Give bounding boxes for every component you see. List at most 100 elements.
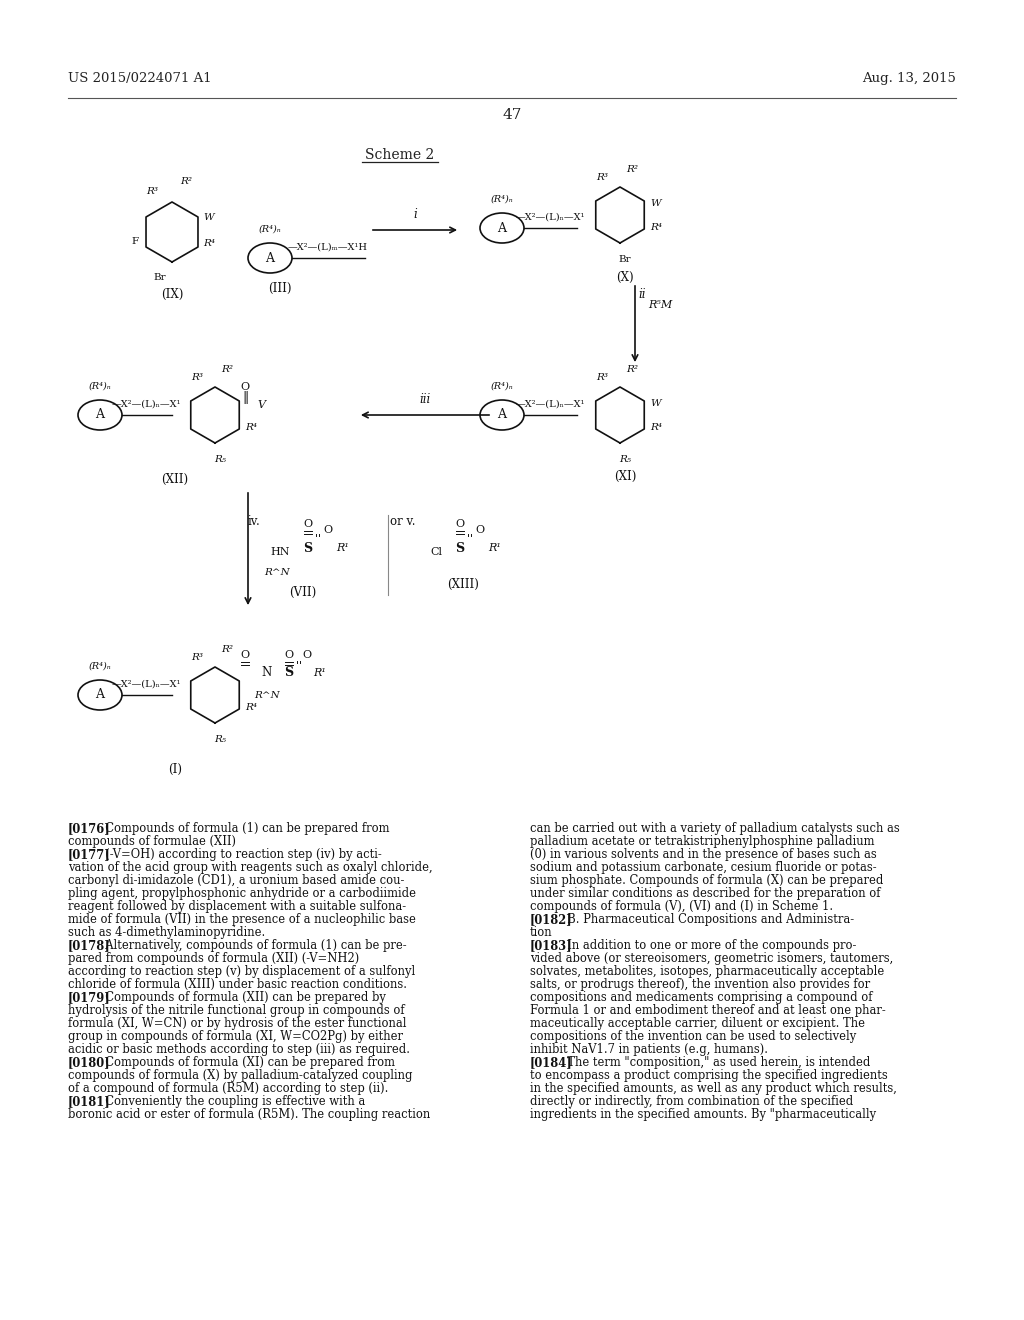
Text: group in compounds of formula (XI, W=CO2Pg) by either: group in compounds of formula (XI, W=CO2… [68, 1030, 403, 1043]
Text: A: A [265, 252, 274, 264]
Text: tion: tion [530, 927, 553, 939]
Text: [0176]: [0176] [68, 822, 111, 836]
Text: reagent followed by displacement with a suitable sulfona-: reagent followed by displacement with a … [68, 900, 407, 913]
Text: A: A [498, 408, 507, 421]
Text: V: V [257, 400, 265, 411]
Text: inhibit NaV1.7 in patients (e.g, humans).: inhibit NaV1.7 in patients (e.g, humans)… [530, 1043, 768, 1056]
Text: chloride of formula (XIII) under basic reaction conditions.: chloride of formula (XIII) under basic r… [68, 978, 407, 991]
Text: solvates, metabolites, isotopes, pharmaceutically acceptable: solvates, metabolites, isotopes, pharmac… [530, 965, 885, 978]
Text: A: A [498, 222, 507, 235]
Text: Scheme 2: Scheme 2 [366, 148, 434, 162]
Text: B. Pharmaceutical Compositions and Administra-: B. Pharmaceutical Compositions and Admin… [560, 913, 854, 927]
Text: R₅: R₅ [214, 455, 226, 465]
Text: in the specified amounts, as well as any product which results,: in the specified amounts, as well as any… [530, 1082, 897, 1096]
Text: Compounds of formula (XII) can be prepared by: Compounds of formula (XII) can be prepar… [98, 991, 386, 1005]
Text: (X): (X) [616, 271, 634, 284]
Text: Formula 1 or and embodiment thereof and at least one phar-: Formula 1 or and embodiment thereof and … [530, 1005, 886, 1016]
Text: A: A [95, 408, 104, 421]
Text: 47: 47 [503, 108, 521, 121]
Text: O: O [285, 649, 294, 660]
Text: carbonyl di-imidazole (CD1), a uronium based amide cou-: carbonyl di-imidazole (CD1), a uronium b… [68, 874, 404, 887]
Text: [0180]: [0180] [68, 1056, 111, 1069]
Text: iv.: iv. [248, 515, 261, 528]
Text: compounds of formulae (XII): compounds of formulae (XII) [68, 836, 236, 847]
Text: (IX): (IX) [161, 288, 183, 301]
Text: In addition to one or more of the compounds pro-: In addition to one or more of the compou… [560, 939, 856, 952]
Text: (-V=OH) according to reaction step (iv) by acti-: (-V=OH) according to reaction step (iv) … [98, 847, 382, 861]
Text: (XIII): (XIII) [447, 578, 479, 591]
Text: directly or indirectly, from combination of the specified: directly or indirectly, from combination… [530, 1096, 853, 1107]
Text: A: A [95, 689, 104, 701]
Text: O: O [241, 649, 250, 660]
Text: Alternatively, compounds of formula (1) can be pre-: Alternatively, compounds of formula (1) … [98, 939, 407, 952]
Text: such as 4-dimethylaminopyridine.: such as 4-dimethylaminopyridine. [68, 927, 265, 939]
Text: —X²—(L)ₘ—X¹H: —X²—(L)ₘ—X¹H [288, 243, 368, 252]
Text: US 2015/0224071 A1: US 2015/0224071 A1 [68, 73, 212, 84]
Text: R⁴: R⁴ [650, 422, 662, 432]
Text: ingredients in the specified amounts. By "pharmaceutically: ingredients in the specified amounts. By… [530, 1107, 877, 1121]
Text: hydrolysis of the nitrile functional group in compounds of: hydrolysis of the nitrile functional gro… [68, 1005, 404, 1016]
Text: compounds of formula (X) by palladium-catalyzed coupling: compounds of formula (X) by palladium-ca… [68, 1069, 413, 1082]
Text: R^N: R^N [264, 568, 290, 577]
Text: S: S [285, 667, 294, 680]
Text: R³: R³ [146, 187, 158, 197]
Text: sium phosphate. Compounds of formula (X) can be prepared: sium phosphate. Compounds of formula (X)… [530, 874, 884, 887]
Text: S: S [303, 541, 312, 554]
Text: can be carried out with a variety of palladium catalysts such as: can be carried out with a variety of pal… [530, 822, 900, 836]
Text: R^N: R^N [254, 690, 280, 700]
Text: R²: R² [180, 177, 193, 186]
Text: R³: R³ [191, 372, 203, 381]
Text: Compounds of formula (1) can be prepared from: Compounds of formula (1) can be prepared… [98, 822, 389, 836]
Text: Cl: Cl [430, 546, 442, 557]
Text: O: O [456, 519, 465, 529]
Text: boronic acid or ester of formula (R5M). The coupling reaction: boronic acid or ester of formula (R5M). … [68, 1107, 430, 1121]
Text: or v.: or v. [390, 515, 416, 528]
Text: compositions of the invention can be used to selectively: compositions of the invention can be use… [530, 1030, 856, 1043]
Text: (R⁴)ₙ: (R⁴)ₙ [490, 381, 513, 391]
Text: W: W [650, 198, 660, 207]
Text: S: S [456, 541, 465, 554]
Text: to encompass a product comprising the specified ingredients: to encompass a product comprising the sp… [530, 1069, 888, 1082]
Text: ii: ii [638, 288, 645, 301]
Text: under similar conditions as described for the preparation of: under similar conditions as described fo… [530, 887, 881, 900]
Text: vided above (or stereoisomers, geometric isomers, tautomers,: vided above (or stereoisomers, geometric… [530, 952, 893, 965]
Text: palladium acetate or tetrakistriphenylphosphine palladium: palladium acetate or tetrakistriphenylph… [530, 836, 874, 847]
Text: —X²—(L)ₙ—X¹: —X²—(L)ₙ—X¹ [112, 680, 181, 689]
Text: R²: R² [221, 644, 233, 653]
Text: R⁴: R⁴ [650, 223, 662, 231]
Text: —X²—(L)ₙ—X¹: —X²—(L)ₙ—X¹ [515, 213, 585, 222]
Text: Conveniently the coupling is effective with a: Conveniently the coupling is effective w… [98, 1096, 366, 1107]
Text: Br: Br [154, 273, 166, 282]
Text: (R⁴)ₙ: (R⁴)ₙ [259, 224, 282, 234]
Text: (XI): (XI) [613, 470, 636, 483]
Text: R¹: R¹ [313, 668, 326, 678]
Text: pling agent, propylphosphonic anhydride or a carbodiimide: pling agent, propylphosphonic anhydride … [68, 887, 416, 900]
Text: iii: iii [420, 393, 431, 407]
Text: Aug. 13, 2015: Aug. 13, 2015 [862, 73, 956, 84]
Text: (XII): (XII) [162, 473, 188, 486]
Text: W: W [650, 399, 660, 408]
Text: (R⁴)ₙ: (R⁴)ₙ [89, 381, 112, 391]
Text: R⁴: R⁴ [245, 702, 257, 711]
Text: compounds of formula (V), (VI) and (I) in Scheme 1.: compounds of formula (V), (VI) and (I) i… [530, 900, 834, 913]
Text: O: O [302, 649, 311, 660]
Text: [0183]: [0183] [530, 939, 572, 952]
Text: (VII): (VII) [290, 586, 316, 599]
Text: R¹: R¹ [336, 543, 349, 553]
Text: R³: R³ [596, 372, 608, 381]
Text: O: O [475, 525, 484, 535]
Text: O: O [241, 381, 250, 392]
Text: R⁴: R⁴ [203, 239, 215, 248]
Text: Br: Br [618, 255, 632, 264]
Text: sodium and potassium carbonate, cesium fluoride or potas-: sodium and potassium carbonate, cesium f… [530, 861, 877, 874]
Text: [0181]: [0181] [68, 1096, 111, 1107]
Text: salts, or prodrugs thereof), the invention also provides for: salts, or prodrugs thereof), the inventi… [530, 978, 870, 991]
Text: R²: R² [626, 364, 638, 374]
Text: [0179]: [0179] [68, 991, 111, 1005]
Text: R⁵M: R⁵M [648, 300, 672, 310]
Text: R¹: R¹ [488, 543, 501, 553]
Text: (R⁴)ₙ: (R⁴)ₙ [89, 663, 112, 671]
Text: pared from compounds of formula (XII) (-V=NH2): pared from compounds of formula (XII) (-… [68, 952, 359, 965]
Text: (I): (I) [168, 763, 182, 776]
Text: R²: R² [626, 165, 638, 173]
